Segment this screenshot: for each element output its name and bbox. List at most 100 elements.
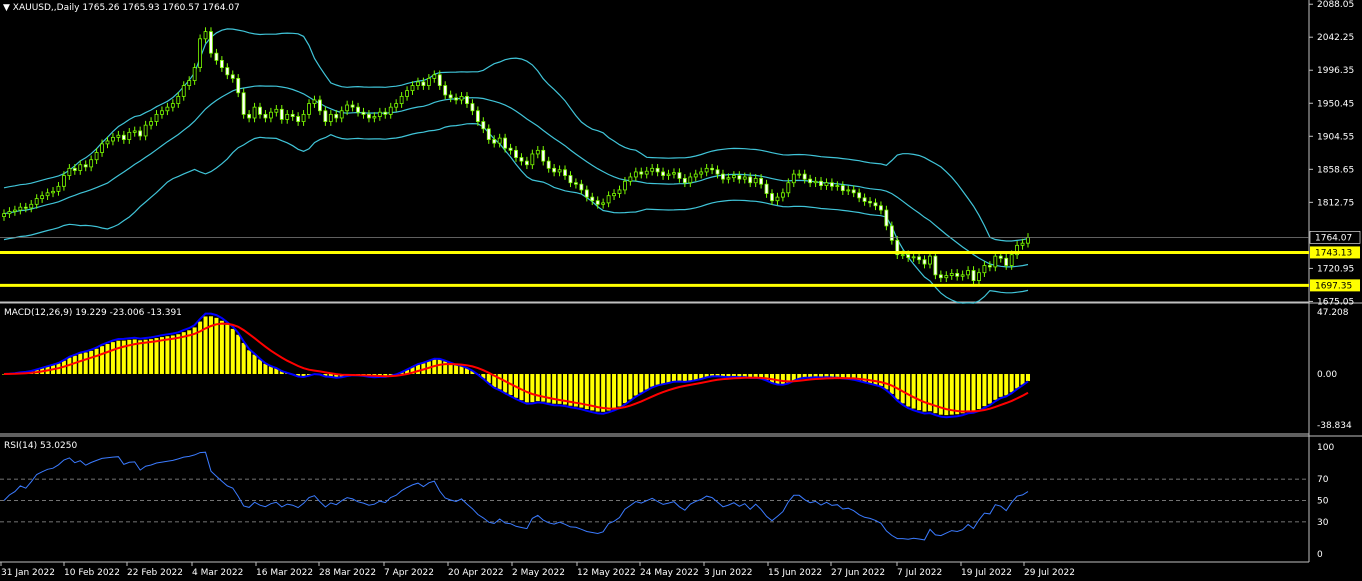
candle	[574, 182, 578, 185]
macd-histogram-bar	[263, 363, 268, 374]
macd-histogram-bar	[966, 373, 971, 412]
macd-histogram-bar	[214, 317, 219, 374]
candle	[367, 113, 371, 119]
date-tick-label: 15 Jun 2022	[768, 568, 822, 578]
macd-line	[3, 312, 1029, 419]
macd-histogram-bar	[519, 373, 524, 401]
macd-histogram-bar	[911, 373, 916, 409]
candle	[982, 265, 987, 274]
candle	[993, 255, 998, 268]
candle	[454, 97, 458, 101]
macd-histogram-bar	[448, 363, 453, 374]
macd-histogram-bar	[720, 373, 725, 377]
macd-histogram-bar	[159, 337, 164, 374]
macd-histogram-bar	[731, 373, 736, 377]
collapse-arrow-icon[interactable]: ▼	[3, 3, 10, 13]
candle	[296, 116, 301, 122]
candle	[132, 130, 137, 133]
candle	[928, 255, 932, 265]
candle	[67, 167, 72, 176]
macd-histogram-bar	[993, 373, 998, 400]
candle	[426, 77, 431, 86]
macd-histogram-bar	[563, 373, 568, 405]
candle	[775, 196, 780, 202]
price-tick-label: 2088.05	[1317, 0, 1354, 10]
candle	[808, 178, 813, 184]
support-level-box	[1310, 246, 1360, 259]
candle	[7, 211, 12, 215]
macd-histogram-bar	[644, 373, 649, 390]
candle	[328, 113, 333, 122]
macd-histogram-bar	[535, 373, 540, 402]
current-price-label: 1764.07	[1315, 233, 1352, 243]
macd-histogram-bar	[982, 373, 987, 407]
macd-histogram-bar	[824, 373, 829, 378]
rsi-label: RSI(14) 53.0250	[4, 441, 78, 451]
candle	[508, 147, 513, 151]
macd-histogram-bar	[187, 330, 192, 374]
macd-histogram-bar	[884, 373, 889, 390]
macd-histogram-bar	[944, 373, 949, 416]
candle	[726, 177, 731, 180]
macd-histogram-bar	[639, 373, 644, 393]
price-tick-label: 1675.05	[1317, 297, 1354, 307]
candle	[802, 173, 807, 180]
candle	[34, 198, 39, 205]
candle	[568, 175, 573, 184]
candle	[481, 121, 486, 130]
macd-histogram-bar	[808, 373, 813, 378]
macd-histogram-bar	[971, 373, 976, 411]
candle	[214, 52, 219, 61]
candle	[759, 178, 764, 185]
candle	[350, 104, 355, 108]
candle	[138, 130, 143, 137]
support-level-label: 1697.35	[1315, 281, 1352, 291]
band-middle	[3, 85, 1029, 268]
candle	[998, 255, 1003, 259]
candle	[230, 74, 235, 79]
date-tick-label: 19 Jul 2022	[961, 568, 1012, 578]
candle	[459, 95, 464, 101]
macd-histogram-bar	[949, 373, 954, 415]
date-tick-label: 2 May 2022	[512, 568, 565, 578]
candle	[546, 160, 551, 169]
price-tick-label: 1950.45	[1317, 99, 1354, 109]
candle	[639, 171, 644, 175]
candle	[889, 225, 894, 241]
candle	[524, 160, 529, 166]
macd-histogram-bar	[802, 373, 807, 378]
macd-histogram-bar	[486, 373, 491, 384]
candle	[421, 81, 426, 86]
candle	[519, 157, 524, 162]
macd-tick-label: -38.834	[1317, 421, 1352, 431]
macd-histogram-bar	[121, 340, 126, 374]
candle	[530, 153, 535, 166]
candle	[704, 167, 709, 173]
candle	[301, 113, 306, 122]
macd-histogram-bar	[154, 338, 159, 374]
candle	[552, 167, 557, 173]
macd-histogram-bar	[236, 334, 241, 374]
date-tick-label: 24 May 2022	[640, 568, 699, 578]
date-tick-label: 20 Apr 2022	[448, 568, 504, 578]
macd-histogram-bar	[976, 373, 981, 410]
macd-histogram-bar	[405, 369, 410, 374]
candle	[710, 167, 714, 171]
candle	[650, 167, 655, 172]
candle	[742, 176, 747, 180]
candle	[987, 265, 992, 268]
macd-histogram-bar	[296, 373, 301, 377]
candle	[203, 31, 208, 40]
macd-histogram-bar	[219, 320, 224, 374]
macd-histogram-bar	[917, 373, 922, 411]
candle	[879, 205, 883, 211]
macd-histogram-bar	[933, 373, 938, 414]
rsi-tick-label: 0	[1317, 550, 1323, 560]
macd-histogram-bar	[541, 373, 546, 402]
macd-histogram-bar	[710, 373, 715, 377]
rsi-tick-label: 70	[1317, 475, 1329, 485]
candle	[819, 180, 823, 187]
macd-histogram-bar	[89, 350, 94, 374]
current-price-box	[1309, 231, 1361, 244]
